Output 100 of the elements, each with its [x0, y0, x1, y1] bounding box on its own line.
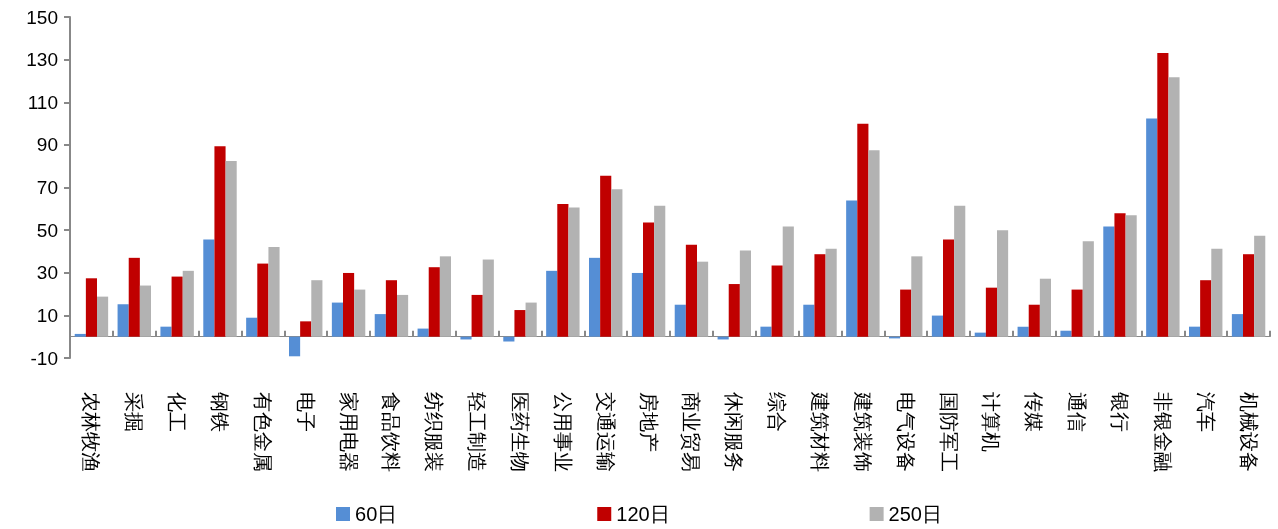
bar: [685, 244, 697, 337]
bar: [471, 294, 483, 337]
bar: [214, 146, 226, 337]
x-tick-label: 建筑材料: [808, 391, 832, 472]
x-tick-label: 汽车: [1193, 392, 1218, 432]
bar: [557, 203, 569, 337]
bar: [257, 263, 269, 337]
x-tick-label: 电气设备: [893, 392, 918, 472]
bar: [631, 272, 643, 337]
bar: [1071, 289, 1083, 337]
x-tick-label: 食品饮料: [379, 392, 404, 472]
y-tick-label: 110: [27, 91, 58, 113]
y-tick-label: 50: [36, 219, 58, 241]
y-tick-label: -10: [30, 347, 58, 369]
bar: [85, 278, 97, 337]
bar: [1254, 235, 1266, 337]
x-tick-label: 银行: [1108, 391, 1132, 432]
bar: [1157, 53, 1169, 337]
bar: [139, 285, 151, 337]
bar: [760, 326, 772, 337]
x-tick-label: 家用电器: [336, 392, 361, 472]
x-tick-label: 纺织服装: [422, 392, 447, 472]
bar: [97, 296, 109, 337]
bar: [782, 226, 794, 337]
bar: [868, 150, 880, 337]
bar: [1211, 248, 1223, 337]
bar: [825, 248, 837, 337]
y-tick-label: 150: [26, 6, 58, 28]
y-tick-label: 70: [36, 177, 58, 198]
x-tick-label: 房地产: [636, 392, 661, 452]
bar: [974, 332, 986, 337]
bar: [354, 289, 366, 337]
x-tick-label: 国防军工: [936, 392, 961, 472]
bar: [203, 239, 215, 337]
bar: [268, 246, 280, 337]
bar: [385, 280, 397, 337]
bar: [1231, 314, 1243, 337]
bar: [397, 294, 409, 337]
bar: [643, 222, 655, 337]
bar: [525, 302, 537, 337]
bar: [331, 302, 343, 337]
x-tick-label: 化工: [165, 392, 190, 432]
bar: [1146, 118, 1158, 337]
bar: [911, 256, 923, 337]
bar: [417, 328, 429, 337]
bar: [739, 250, 751, 337]
x-tick-label: 钢铁: [208, 391, 232, 432]
bar: [74, 333, 86, 337]
bar: [728, 284, 740, 337]
bar: [654, 205, 666, 337]
x-tick-label: 休闲服务: [722, 392, 747, 472]
bar: [900, 289, 912, 337]
bar: [997, 230, 1009, 337]
y-tick-label: 10: [36, 304, 58, 326]
x-tick-label: 商业贸易: [679, 392, 704, 472]
x-tick-label: 农林牧渔: [79, 392, 104, 472]
bar: [568, 207, 580, 337]
x-tick-label: 建筑装饰: [850, 391, 875, 472]
bar: [246, 317, 258, 337]
x-tick-label: 机械设备: [1236, 392, 1261, 472]
bar: [1114, 213, 1126, 337]
bar: [1243, 254, 1255, 337]
bar: [514, 310, 526, 337]
bar: [1082, 241, 1094, 337]
bar: [611, 189, 623, 337]
bar: [1039, 278, 1051, 337]
y-tick-label: 90: [36, 134, 58, 156]
bar: [1200, 280, 1212, 337]
bar: [600, 175, 612, 337]
bar: [482, 259, 494, 337]
bar: [428, 267, 440, 337]
y-tick-label: 30: [36, 262, 58, 284]
x-tick-label: 通信: [1065, 392, 1090, 432]
bar: [1060, 330, 1072, 337]
bar: [954, 205, 966, 337]
x-tick-label: 医药生物: [508, 392, 532, 472]
x-tick-label: 公用事业: [550, 392, 575, 472]
bar: [697, 261, 709, 337]
bar: [931, 315, 943, 337]
bar: [289, 336, 301, 357]
y-tick-label: 130: [26, 49, 58, 71]
bar: [117, 304, 129, 337]
x-tick-label: 电子: [293, 392, 318, 432]
legend-label: 120日: [616, 503, 670, 525]
bar: [546, 270, 558, 337]
bar: [803, 304, 815, 337]
bar: [857, 123, 869, 337]
bar: [1189, 326, 1201, 337]
legend-label: 60日: [355, 503, 398, 525]
bar: [374, 314, 386, 337]
bar: [171, 276, 183, 337]
bar: [1103, 226, 1115, 337]
x-tick-label: 计算机: [979, 392, 1004, 452]
bar: [985, 287, 997, 337]
x-tick-label: 轻工制造: [465, 392, 490, 472]
bar: [439, 256, 451, 337]
bar: [343, 272, 355, 337]
x-tick-label: 有色金属: [250, 392, 275, 472]
bar: [1028, 304, 1040, 337]
bar: [771, 265, 783, 337]
